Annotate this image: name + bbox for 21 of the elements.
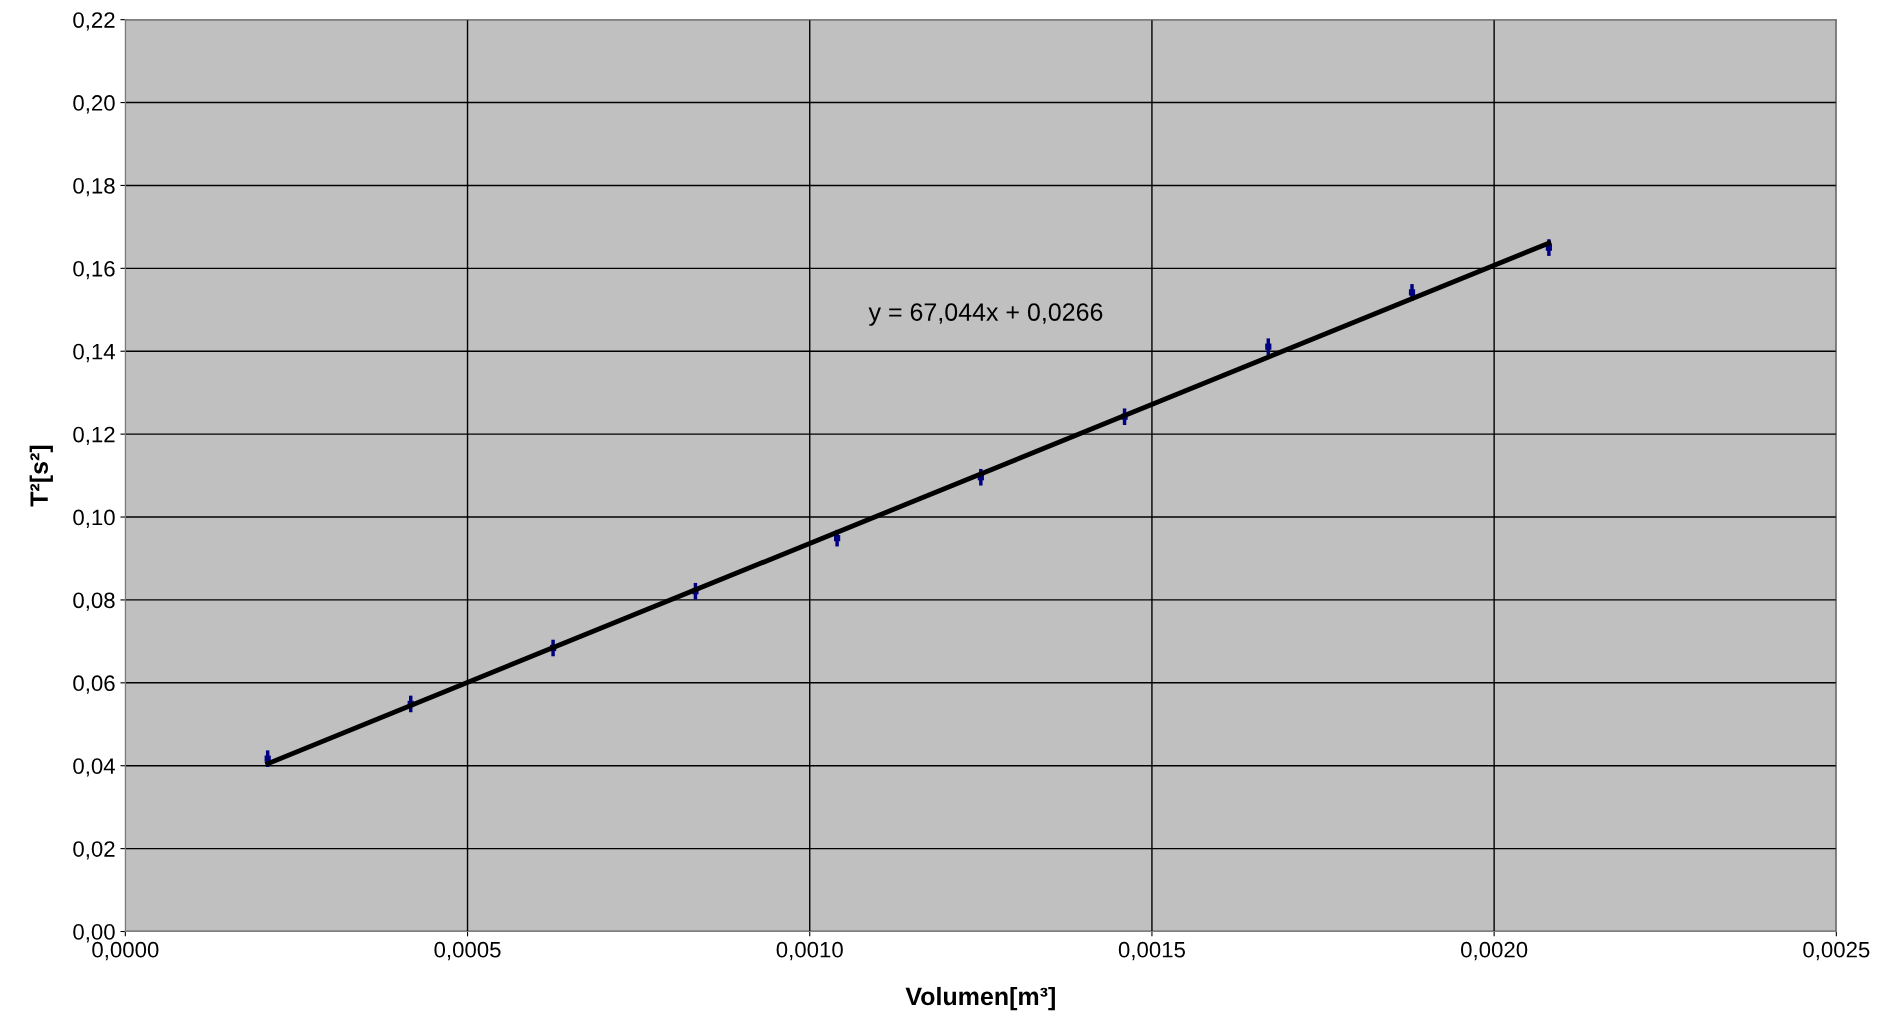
- x-tick-label: 0,0010: [776, 941, 843, 961]
- y-tick-label: 0,22: [73, 12, 115, 31]
- annotation: y = 67,044x + 0,0266: [868, 303, 1103, 326]
- y-tick-label: 0,02: [73, 841, 115, 860]
- y-tick-label: 0,04: [73, 758, 115, 777]
- y-tick-label: 0,08: [73, 592, 115, 611]
- x-tick-label: 0,0025: [1803, 941, 1870, 961]
- x-tick-label: 0,0005: [434, 941, 501, 961]
- x-tick-label: 0,0000: [92, 941, 159, 961]
- y-tick-label: 0,00: [73, 924, 115, 943]
- y-tick-label: 0,16: [73, 260, 115, 280]
- y-tick-label: 0,14: [73, 343, 115, 363]
- y-tick-label: 0,10: [73, 509, 115, 528]
- y-tick-label: 0,06: [73, 675, 115, 694]
- y-tick-label: 0,20: [73, 95, 115, 114]
- x-axis-title: Volumen[m³]: [905, 986, 1055, 1011]
- y-tick-label: 0,12: [73, 426, 115, 446]
- x-tick-label: 0,0020: [1461, 941, 1528, 961]
- y-axis-title: T²[s²]: [29, 445, 53, 507]
- x-tick-label: 0,0015: [1118, 941, 1185, 961]
- y-tick-label: 0,18: [73, 177, 115, 197]
